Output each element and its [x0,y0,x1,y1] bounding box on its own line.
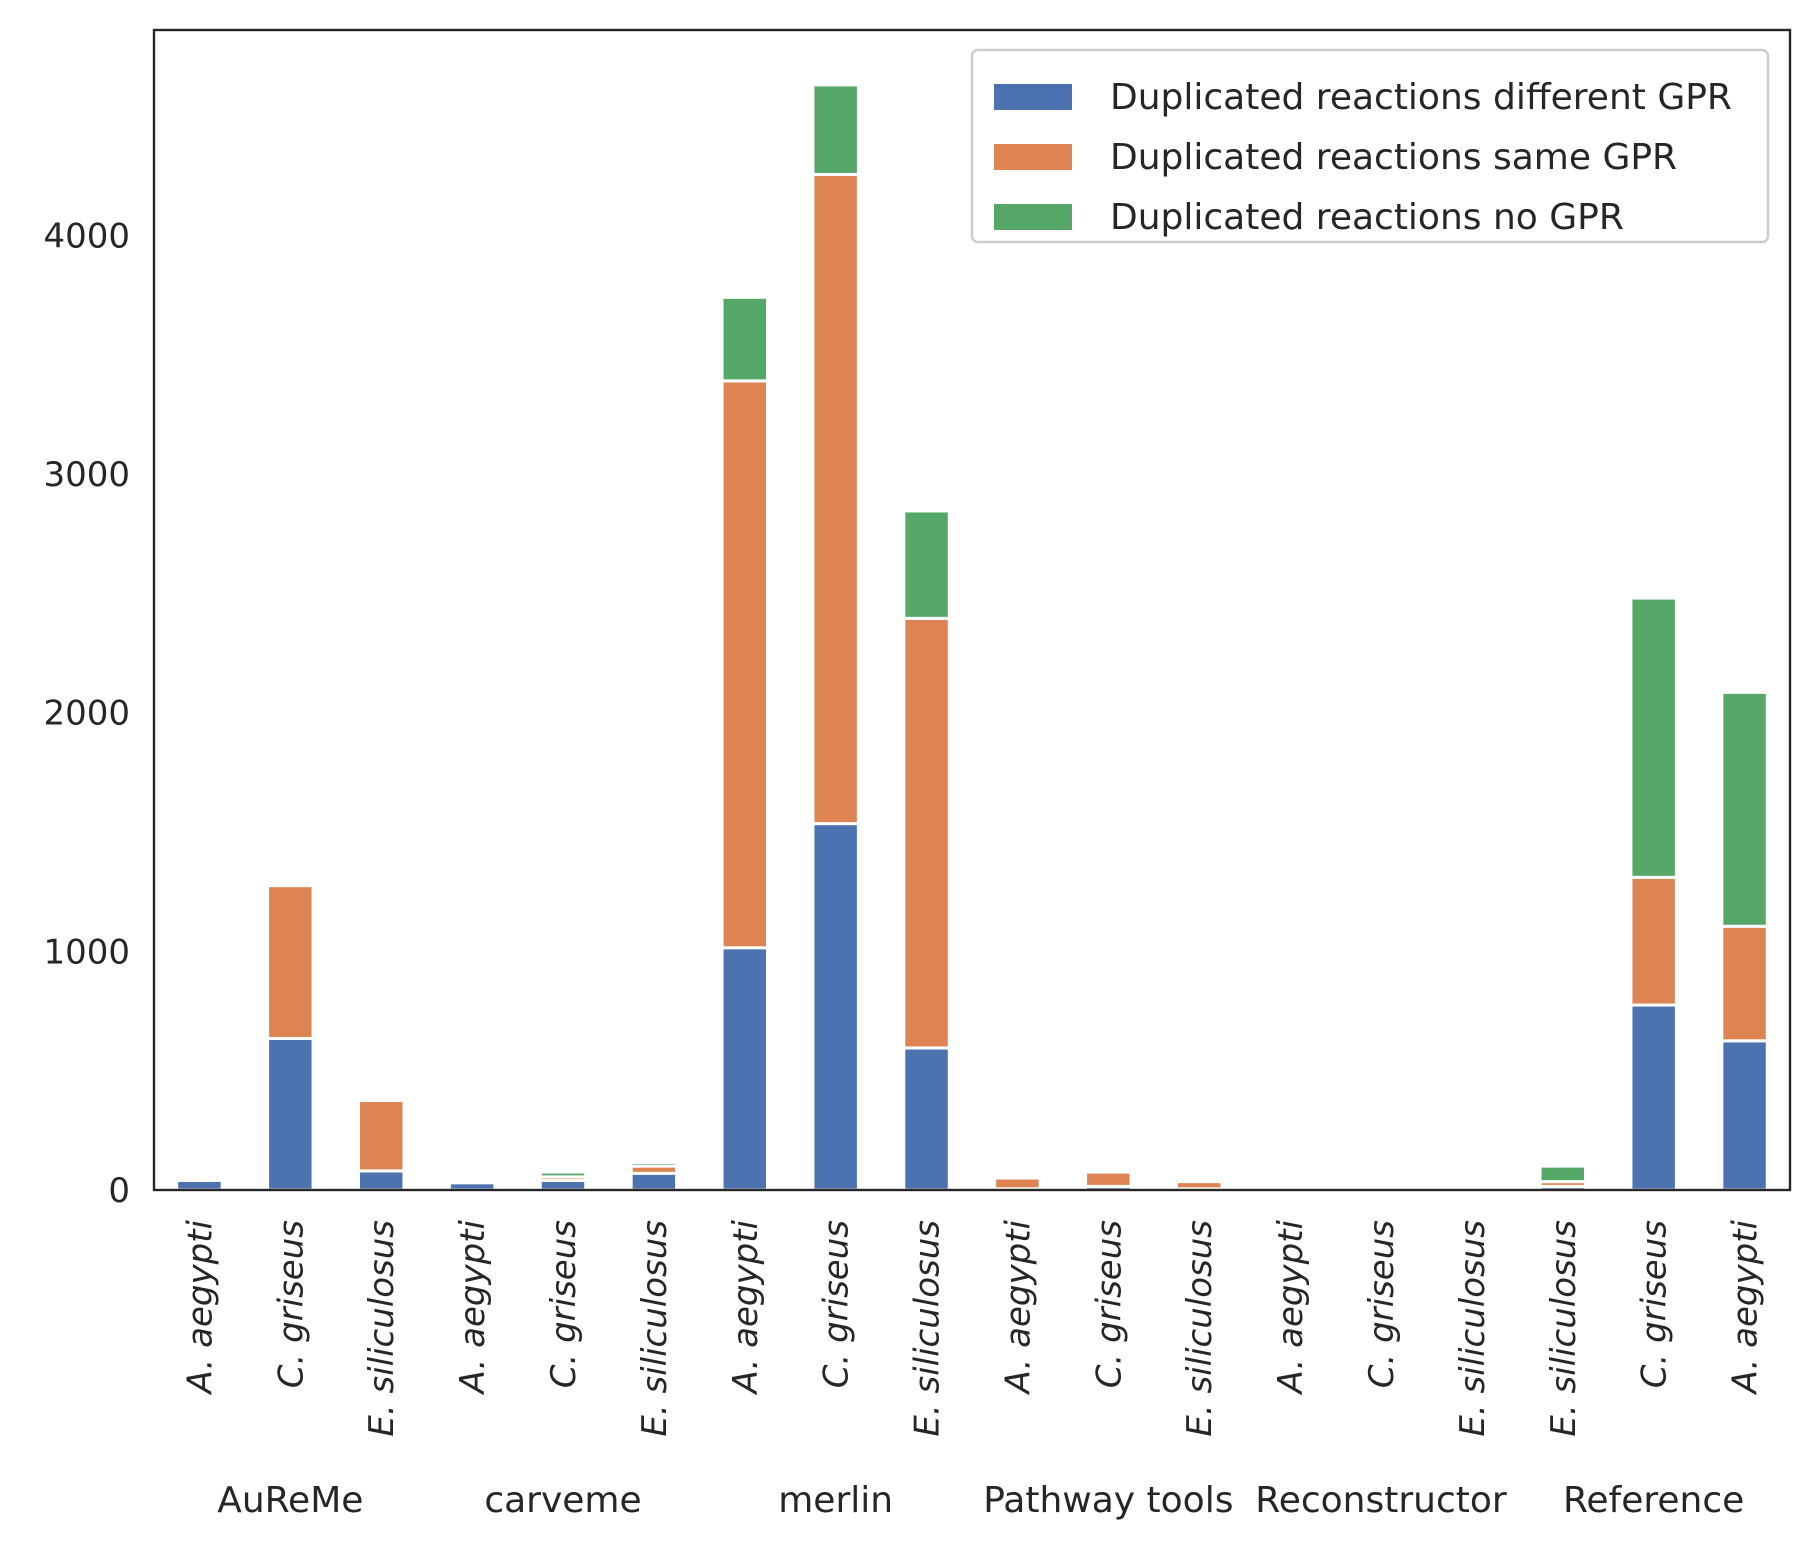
bar-segment [1720,690,1769,928]
group-label: carveme [484,1480,641,1521]
y-tick-label: 3000 [43,455,130,495]
y-tick-label: 0 [108,1171,130,1211]
bar-segment [720,946,769,1192]
bars-layer [175,83,1769,1192]
x-tick-label: C. griseus [1089,1220,1129,1388]
x-tick-label: E. siliculosus [635,1220,675,1437]
bar-segment [993,1176,1042,1191]
legend-swatch [994,84,1072,110]
group-label: Pathway tools [983,1480,1233,1521]
bar-segment [357,1169,406,1192]
bar-segment [1175,1180,1224,1191]
x-tick-label: A. aegypti [726,1219,766,1395]
x-tick-label: C. griseus [817,1220,857,1388]
bar-segment [811,83,860,176]
bar-segment [175,1178,224,1192]
bar-segment [266,884,315,1040]
group-label: Reconstructor [1255,1480,1507,1521]
group-label: Reference [1563,1480,1744,1521]
x-tick-label: A. aegypti [1271,1219,1311,1395]
group-label: AuReMe [217,1480,363,1521]
axes-layer [152,28,1792,1192]
plot-frame [152,28,1792,1192]
legend-swatch [994,144,1072,170]
legend-label: Duplicated reactions no GPR [1110,197,1624,238]
y-tick-label: 2000 [43,694,130,734]
x-tick-label: E. siliculosus [1453,1220,1493,1437]
bar-segment [902,1046,951,1192]
bar-segment [811,172,860,826]
legend-label: Duplicated reactions same GPR [1110,137,1677,178]
x-tick-label: A. aegypti [998,1219,1038,1395]
bar-segment [1538,1164,1588,1184]
x-tick-label: E. siliculosus [1180,1220,1220,1437]
labels-layer: 0 1000 2000 3000 4000 A. aegypti C. griseus E. … [43,216,1765,1521]
bar-segment [1084,1170,1133,1188]
x-tick-label: C. griseus [1635,1220,1675,1388]
x-tick-label: E. siliculosus [1544,1220,1584,1437]
bar-segment [902,616,951,1050]
bar-segment [811,822,860,1192]
y-tick-label: 4000 [43,216,130,256]
bar-segment [629,1161,679,1168]
bar-segment [1720,924,1769,1043]
bar-segment [720,379,769,950]
x-tick-label: E. siliculosus [908,1220,948,1437]
bar-segment [266,1036,315,1192]
legend-frame [970,48,1770,244]
x-tick-label: A. aegypti [1726,1219,1766,1395]
x-tick-label: C. griseus [544,1220,584,1388]
legend-label: Duplicated reactions different GPR [1110,77,1732,118]
bar-segment [1720,1039,1769,1192]
x-tick-label: E. siliculosus [362,1220,402,1437]
x-tick-label: C. griseus [1362,1220,1402,1388]
y-tick-label: 1000 [43,932,130,972]
bar-segment [1629,596,1678,879]
bar-segment [1629,875,1678,1007]
legend-swatch [994,204,1072,230]
bar-segment [902,509,951,620]
bar-segment [538,1170,588,1179]
group-label: merlin [778,1480,893,1521]
bar-segment [1629,1003,1678,1192]
bar-segment [720,295,769,383]
x-tick-label: A. aegypti [180,1219,220,1395]
bar-segment [357,1098,406,1173]
bar-segment [629,1171,679,1192]
x-tick-label: A. aegypti [453,1219,493,1395]
legend: Duplicated reactions different GPR Duplic… [970,48,1770,244]
x-tick-label: C. griseus [271,1220,311,1388]
